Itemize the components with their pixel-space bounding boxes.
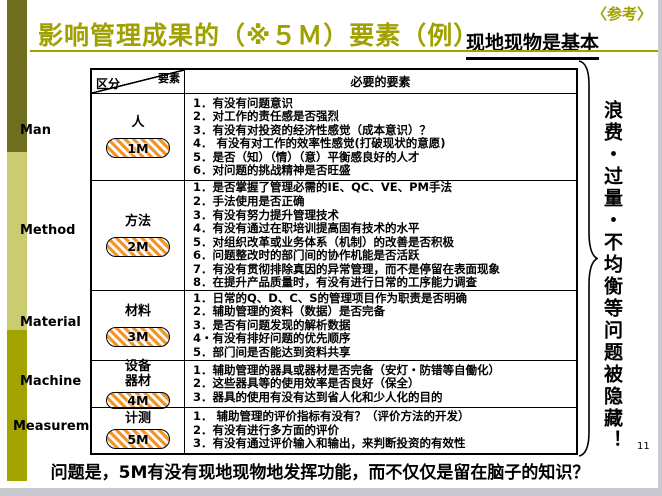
stripe-segment-top <box>7 0 27 152</box>
label-measurement: Measurement <box>13 419 114 434</box>
category-cell-man: 人 1M <box>92 94 185 181</box>
label-man: Man <box>20 123 51 138</box>
table-row-man: 人 1M 1．有没有问题意识 2．对工作的责任感是否强烈 3．有没有对投资的经济… <box>92 93 576 181</box>
badge-1m: 1M <box>106 138 170 159</box>
label-method: Method <box>20 223 76 238</box>
corner-label-yoso: 要素 <box>158 72 180 85</box>
checklist-item: 1．有没有问题意识 <box>193 95 294 110</box>
checklist-item: 6．问题整改时的部门间的协作机能是否活跃 <box>193 248 420 263</box>
checklist-item: 1． 辅助管理的评价指标有没有？（评价方法的开发） <box>193 409 470 424</box>
slide-right-edge <box>658 0 662 496</box>
table-row-material: 材料 3M 1．日常的Q、D、C、S的管理项目作为职责是否明确 2．辅助管理的资… <box>92 290 576 361</box>
checklist-item: 1．是否掌握了管理必需的IE、QC、VE、PM手法 <box>193 180 452 195</box>
category-cell-measurement: 计测 5M <box>92 408 185 453</box>
items-cell-method: 1．是否掌握了管理必需的IE、QC、VE、PM手法 2．手法使用是否正确 3．有… <box>185 181 576 290</box>
label-material: Material <box>20 315 81 330</box>
checklist-item: 7．有没有贯彻排除真因的异常管理，而不是停留在表面现象 <box>193 261 500 276</box>
left-accent-stripe <box>7 0 27 481</box>
footer-question: 问题是，5M有没有现地现物地发挥功能，而不仅仅是留在脑子的知识？ <box>50 463 590 483</box>
table-header-row: 要素 区分 必要的要素 <box>92 70 576 94</box>
page-title: 影响管理成果的（※５Ｍ）要素（例） <box>38 21 480 50</box>
category-label: 计测 <box>124 411 151 427</box>
checklist-item: 3．有没有通过评价输入和输出，来判断投资的有效性 <box>193 436 466 451</box>
page-number: 11 <box>637 441 650 452</box>
checklist-item: 4． 有没有对工作的效率性感觉(打破现状的意愿) <box>193 136 446 151</box>
stripe-segment-middle <box>7 152 27 330</box>
category-cell-machine: 设备 器材 4M <box>92 358 185 409</box>
table-row-measurement: 计测 5M 1． 辅助管理的评价指标有没有？（评价方法的开发） 2．有没有进行多… <box>92 407 576 453</box>
category-cell-material: 材料 3M <box>92 291 185 361</box>
5m-table: 要素 区分 必要的要素 人 1M 1．有没有问题意识 2．对工作的责任感是否强烈… <box>90 68 578 455</box>
items-cell-man: 1．有没有问题意识 2．对工作的责任感是否强烈 3．有没有对投资的经济性感觉（成… <box>185 94 576 180</box>
badge-4m: 4M <box>106 391 170 409</box>
checklist-item: 5．是否（知）（情）（意）平衡感良好的人才 <box>193 149 420 164</box>
category-label: 设备 器材 <box>124 358 151 389</box>
checklist-item: 2．这些器具等的使用效率是否良好（保全） <box>193 376 420 391</box>
checklist-item: 8．在提升产品质量时，有没有进行日常的工序能力调查 <box>193 275 477 290</box>
badge-3m: 3M <box>106 326 170 347</box>
checklist-item: 3．是否有问题发现的解析数据 <box>193 317 351 332</box>
checklist-item: 2．手法使用是否正确 <box>193 193 305 208</box>
title-underline <box>30 50 658 52</box>
category-label: 材料 <box>124 303 151 319</box>
items-cell-machine: 1．辅助管理的器具或器材是否完备（安灯・防错等自働化） 2．这些器具等的使用效率… <box>185 361 576 407</box>
curly-brace <box>578 60 598 457</box>
badge-5m: 5M <box>106 429 170 450</box>
category-label: 方法 <box>124 213 151 229</box>
category-cell-method: 方法 2M <box>92 181 185 291</box>
side-note-vertical-text: 浪费・过量・不均衡等问题被隐藏！ <box>601 100 623 452</box>
label-machine: Machine <box>20 374 82 389</box>
table-row-machine: 设备 器材 4M 1．辅助管理的器具或器材是否完备（安灯・防错等自働化） 2．这… <box>92 358 576 409</box>
checklist-item: 2．对工作的责任感是否强烈 <box>193 109 340 124</box>
checklist-item: 3．有没有对投资的经济性感觉（成本意识）？ <box>193 122 431 137</box>
page-subtitle: 现地现物是基本 <box>466 28 600 60</box>
stripe-segment-bottom <box>7 330 27 481</box>
slide-bottom-edge <box>0 488 662 496</box>
badge-2m: 2M <box>106 236 170 257</box>
category-label: 人 <box>131 115 145 131</box>
items-cell-measurement: 1． 辅助管理的评价指标有没有？（评价方法的开发） 2．有没有进行多方面的评价 … <box>185 408 576 453</box>
reference-note: 〈参考〉 <box>591 5 652 23</box>
items-cell-material: 1．日常的Q、D、C、S的管理项目作为职责是否明确 2．辅助管理的资料（数据）是… <box>185 291 576 360</box>
corner-label-kubun: 区分 <box>96 77 121 92</box>
checklist-item: 2．有没有进行多方面的评价 <box>193 422 340 437</box>
checklist-item: 2．辅助管理的资料（数据）是否完备 <box>193 304 385 319</box>
table-corner-cell: 要素 区分 <box>92 70 185 94</box>
checklist-item: 3．器具的使用有没有达到省人化和少人化的目的 <box>193 389 443 404</box>
checklist-item: 3．有没有努力提升管理技术 <box>193 207 340 222</box>
checklist-item: 4・有没有排好问题的优先顺序 <box>193 331 351 346</box>
checklist-item: 1．辅助管理的器具或器材是否完备（安灯・防错等自働化） <box>193 362 500 377</box>
checklist-item: 6．对问题的挑战精神是否旺盛 <box>193 163 351 178</box>
checklist-item: 5．对组织改革或业务体系（机制）的改善是否积极 <box>193 234 454 249</box>
table-row-method: 方法 2M 1．是否掌握了管理必需的IE、QC、VE、PM手法 2．手法使用是否… <box>92 180 576 291</box>
checklist-item: 4．有没有通过在职培训提高固有技术的水平 <box>193 221 420 236</box>
checklist-item: 5．部门间是否能达到资料共享 <box>193 345 351 359</box>
checklist-item: 1．日常的Q、D、C、S的管理项目作为职责是否明确 <box>193 290 468 305</box>
column-header-necessary-elements: 必要的要素 <box>350 75 411 90</box>
